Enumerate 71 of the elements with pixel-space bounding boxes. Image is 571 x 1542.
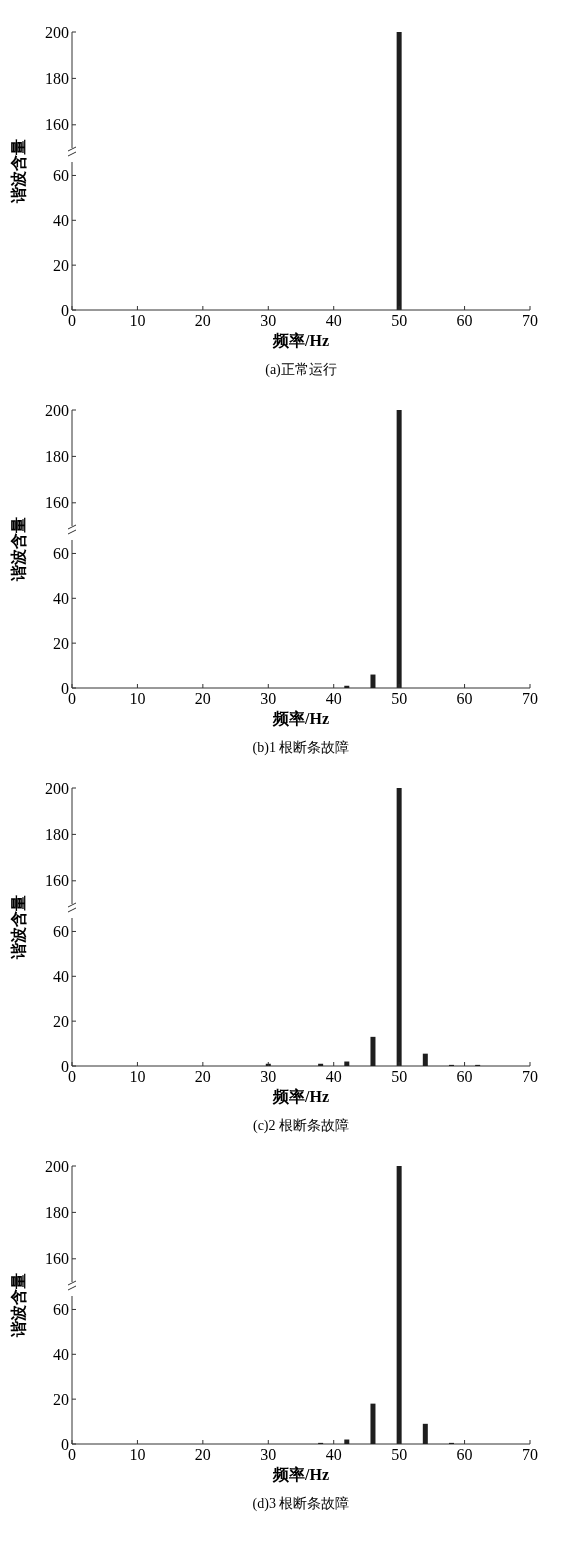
x-tick-label: 60 — [456, 1068, 473, 1085]
bar — [370, 1403, 376, 1444]
y-tick-label: 20 — [53, 1012, 69, 1030]
y-tick-label: 60 — [53, 167, 69, 185]
y-tick-label: 40 — [53, 967, 69, 985]
y-tick-label: 180 — [45, 70, 69, 87]
y-tick-label: 200 — [45, 779, 69, 797]
x-axis-title: 频率/Hz — [272, 1465, 329, 1483]
x-tick-label: 20 — [194, 312, 211, 329]
y-tick-label: 160 — [45, 872, 69, 890]
y-tick-label: 180 — [45, 1204, 69, 1221]
y-tick-label: 180 — [45, 448, 69, 465]
x-tick-label: 30 — [260, 1446, 277, 1463]
x-tick-label: 30 — [260, 312, 277, 329]
y-axis-title: 谐波含量 — [10, 517, 27, 582]
x-tick-label: 30 — [260, 690, 277, 707]
x-tick-label: 40 — [325, 1446, 342, 1463]
x-tick-label: 50 — [391, 312, 408, 329]
x-tick-label: 60 — [456, 312, 473, 329]
x-tick-label: 20 — [194, 1446, 211, 1463]
y-axis-title: 谐波含量 — [10, 139, 27, 204]
bar — [370, 1036, 376, 1066]
text: (a)正常运行 — [265, 362, 337, 378]
text: (d)3 根断条故障 — [252, 1496, 350, 1512]
y-tick-label: 200 — [45, 401, 69, 419]
x-tick-label: 70 — [522, 1068, 538, 1085]
bar — [344, 1439, 350, 1444]
y-tick-label: 60 — [53, 545, 69, 563]
x-tick-label: 20 — [194, 1068, 211, 1085]
x-tick-label: 10 — [129, 1068, 146, 1085]
x-tick-label: 50 — [391, 1446, 408, 1463]
bar — [344, 1061, 350, 1066]
y-tick-label: 200 — [45, 23, 69, 41]
y-axis-title: 谐波含量 — [10, 895, 27, 960]
y-tick-label: 40 — [53, 211, 69, 229]
x-tick-label: 50 — [391, 1068, 408, 1085]
y-tick-label: 160 — [45, 494, 69, 512]
x-tick-label: 70 — [522, 312, 538, 329]
y-tick-label: 160 — [45, 116, 69, 134]
y-tick-label: 40 — [53, 1345, 69, 1363]
x-tick-label: 60 — [456, 690, 473, 707]
x-tick-label: 60 — [456, 1446, 473, 1463]
x-tick-label: 70 — [522, 1446, 538, 1463]
y-tick-label: 160 — [45, 1250, 69, 1268]
y-tick-label: 180 — [45, 826, 69, 843]
y-tick-label: 20 — [53, 1390, 69, 1408]
x-tick-label: 70 — [522, 690, 538, 707]
text: (c)2 根断条故障 — [252, 1118, 350, 1134]
x-tick-label: 40 — [325, 1068, 342, 1085]
y-axis-title: 谐波含量 — [10, 1273, 27, 1338]
x-tick-label: 40 — [325, 690, 342, 707]
x-tick-label: 30 — [260, 1068, 277, 1085]
y-tick-label: 60 — [53, 923, 69, 941]
y-tick-label: 20 — [53, 256, 69, 274]
x-axis-title: 频率/Hz — [272, 1087, 329, 1105]
y-tick-label: 20 — [53, 634, 69, 652]
x-tick-label: 40 — [325, 312, 342, 329]
bar — [422, 1053, 428, 1066]
x-tick-label: 10 — [129, 690, 146, 707]
y-tick-label: 40 — [53, 589, 69, 607]
bar — [318, 1063, 324, 1066]
y-tick-label: 200 — [45, 1157, 69, 1175]
x-axis-title: 频率/Hz — [272, 709, 329, 727]
x-tick-label: 10 — [129, 312, 146, 329]
x-tick-label: 50 — [391, 690, 408, 707]
bar — [422, 1423, 428, 1444]
x-tick-label: 10 — [129, 1446, 146, 1463]
x-tick-label: 20 — [194, 690, 211, 707]
text: (b)1 根断条故障 — [252, 740, 350, 756]
y-tick-label: 60 — [53, 1301, 69, 1319]
x-axis-title: 频率/Hz — [272, 331, 329, 349]
